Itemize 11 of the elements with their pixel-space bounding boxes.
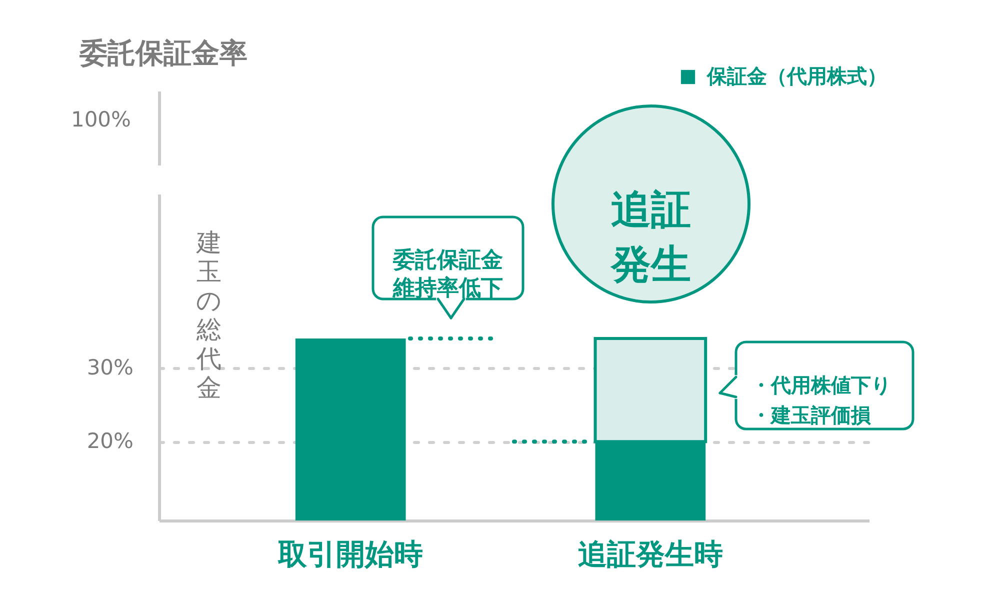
annotation: ・代用株値下り・建玉評価損	[751, 373, 891, 427]
x-tick-label: 追証発生時	[578, 536, 723, 571]
x-tick-label: 取引開始時	[277, 536, 424, 571]
annotation: 委託保証金維持率低下	[392, 247, 503, 301]
text: 委託保証金率	[78, 36, 248, 70]
text: 100%	[70, 108, 131, 132]
y-tick-label: 20%	[86, 429, 134, 454]
legend-label: 保証金（代用株式）	[706, 64, 887, 88]
annotation: 追証発生	[610, 187, 691, 288]
y-tick-label: 30%	[86, 355, 134, 380]
annotation: 建玉の総代金	[196, 228, 222, 402]
